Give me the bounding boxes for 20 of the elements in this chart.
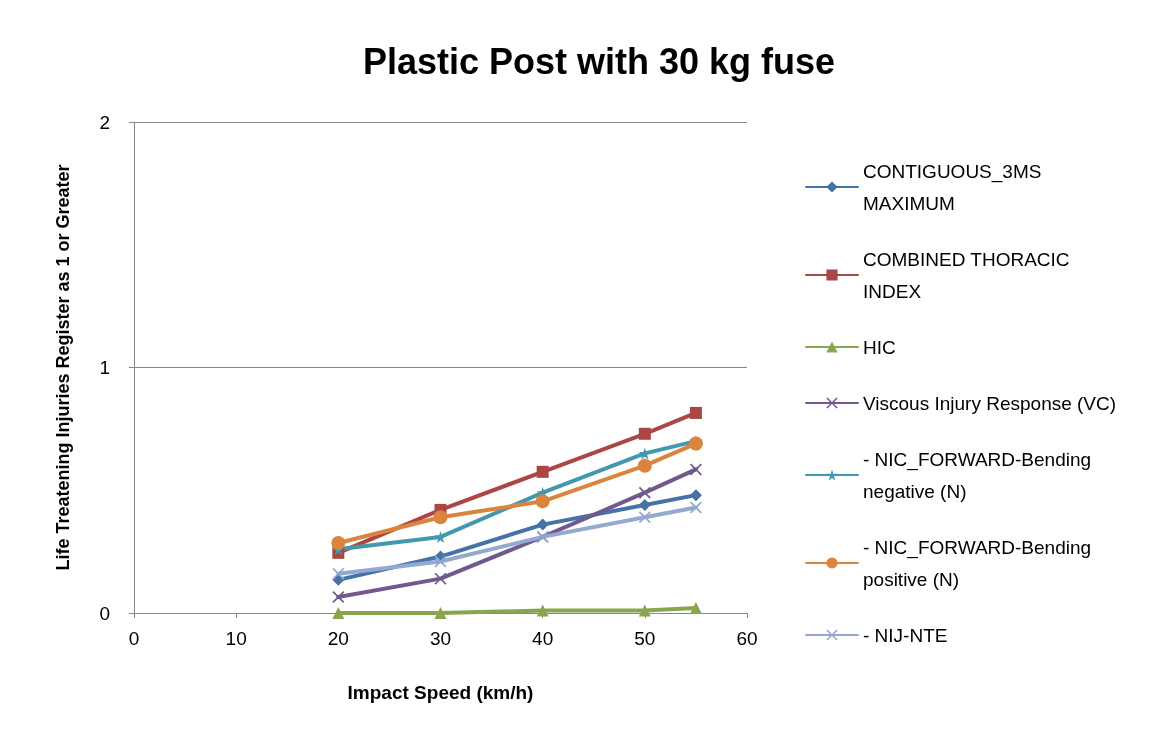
legend-label: CONTIGUOUS_3MS MAXIMUM [863,160,1047,214]
x-axis-title: Impact Speed (km/h) [347,682,534,703]
x-tick-label: 0 [128,628,140,649]
chart-title: Plastic Post with 30 kg fuse [362,40,836,82]
y-tick-label: 0 [99,602,110,624]
y-tick-label: 2 [99,111,110,133]
y-tick-label: 1 [99,357,110,378]
legend-label: - NIJ-NTE [863,624,948,646]
y-axis-title: Life Treatening Injuries Register as 1 or Greater [53,164,73,571]
legend-label: - NIC_FORWARD-Bending positive (N) [863,536,1097,590]
x-tick-label: 60 [736,628,758,649]
legend-label: HIC [863,336,896,358]
legend-label: COMBINED THORACIC INDEX [863,248,1075,302]
legend-label: - NIC_FORWARD-Bending negative (N) [863,448,1097,502]
x-tick-label: 10 [225,628,247,649]
x-tick-label: 40 [532,628,554,649]
x-tick-label: 30 [429,628,452,649]
legend-label: Viscous Injury Response (VC) [863,392,1117,414]
x-tick-label: 50 [634,628,656,649]
x-tick-label: 20 [327,628,349,649]
